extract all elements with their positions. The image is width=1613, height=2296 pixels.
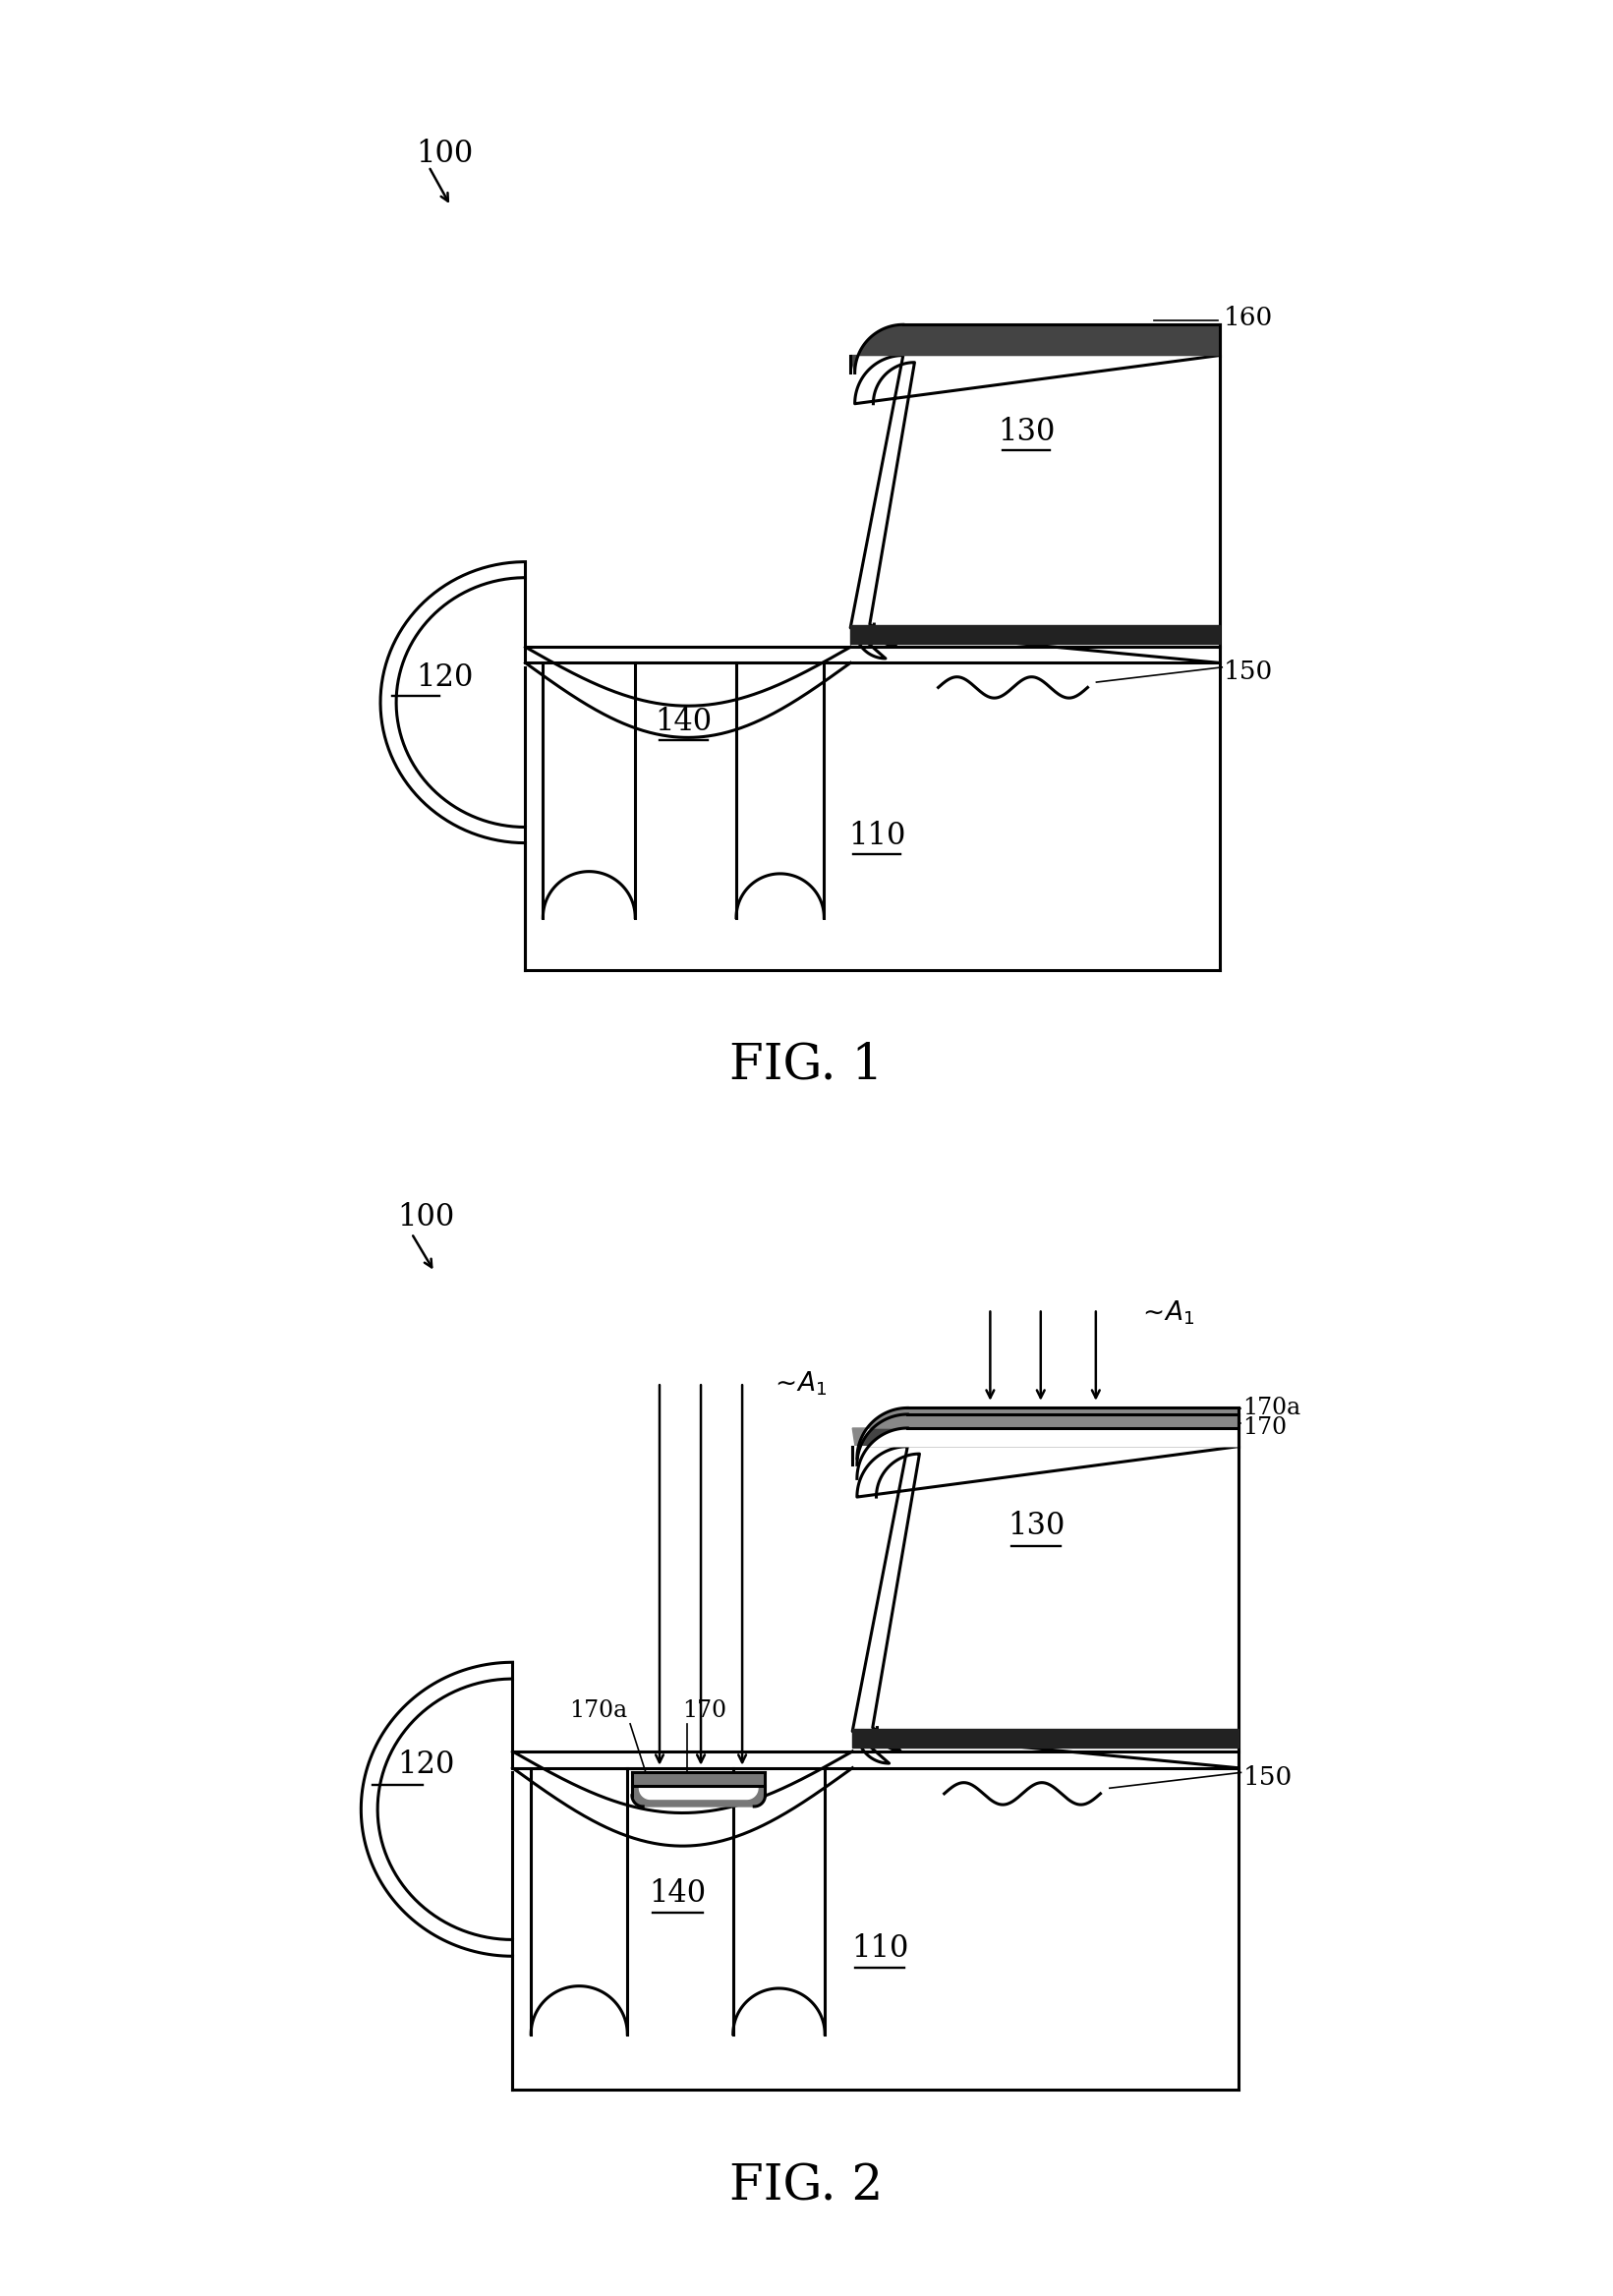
Text: 120: 120 xyxy=(416,664,473,693)
Polygon shape xyxy=(852,1446,1239,1768)
Text: 150: 150 xyxy=(1242,1766,1292,1789)
Text: 150: 150 xyxy=(1224,659,1273,684)
Text: 170: 170 xyxy=(682,1699,727,1722)
Text: 140: 140 xyxy=(650,1878,706,1908)
Text: 100: 100 xyxy=(416,138,473,170)
Text: FIG. 1: FIG. 1 xyxy=(729,1040,884,1088)
Polygon shape xyxy=(381,563,526,843)
Polygon shape xyxy=(850,324,1219,372)
Text: 170a: 170a xyxy=(569,1699,627,1722)
Text: 130: 130 xyxy=(1008,1511,1065,1541)
Text: 140: 140 xyxy=(655,707,711,737)
Polygon shape xyxy=(513,1752,852,1846)
Polygon shape xyxy=(526,647,850,737)
Polygon shape xyxy=(852,1414,1239,1465)
Text: $\sim\!A_1$: $\sim\!A_1$ xyxy=(769,1371,827,1398)
Text: FIG. 2: FIG. 2 xyxy=(729,2163,884,2211)
Polygon shape xyxy=(852,1407,1239,1458)
Text: 110: 110 xyxy=(848,822,905,852)
Text: 120: 120 xyxy=(398,1750,455,1779)
Polygon shape xyxy=(852,1729,1239,1747)
Polygon shape xyxy=(526,664,1219,971)
Polygon shape xyxy=(852,1428,1239,1479)
Text: $\sim\!A_1$: $\sim\!A_1$ xyxy=(1137,1300,1194,1327)
Text: 160: 160 xyxy=(1224,305,1273,331)
Polygon shape xyxy=(632,1773,765,1807)
Polygon shape xyxy=(850,625,1219,643)
Text: 130: 130 xyxy=(997,418,1055,448)
Polygon shape xyxy=(850,356,1219,664)
Text: 170a: 170a xyxy=(1242,1396,1300,1419)
Text: 170: 170 xyxy=(1242,1417,1287,1440)
Text: 100: 100 xyxy=(398,1203,455,1233)
Polygon shape xyxy=(639,1786,758,1800)
Polygon shape xyxy=(361,1662,513,1956)
Text: 110: 110 xyxy=(852,1933,908,1963)
Polygon shape xyxy=(513,1768,1239,2089)
